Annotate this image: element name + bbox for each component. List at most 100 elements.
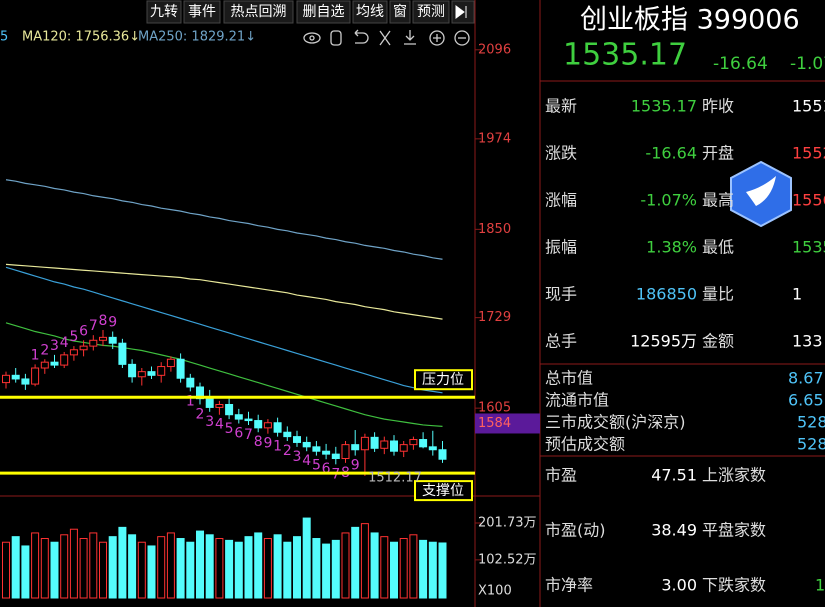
nine-turn-count: 6 — [79, 323, 88, 339]
stat-label: 市净率 — [545, 576, 593, 595]
volume-bar — [196, 530, 204, 599]
volume-unit: X100 — [478, 584, 512, 599]
y-tick-label: 2096 — [478, 42, 511, 57]
candle-body — [293, 436, 301, 443]
volume-bar — [419, 539, 428, 599]
candle-body — [254, 420, 263, 429]
volume-bar — [390, 541, 398, 599]
candle-body — [283, 431, 292, 438]
nine-turn-count: 3 — [50, 338, 59, 354]
volume-bar — [370, 532, 379, 599]
volume-bar — [409, 534, 418, 599]
nine-turn-count: 9 — [351, 458, 360, 474]
nine-turn-count: 2 — [283, 443, 292, 459]
nine-turn-count: 4 — [60, 335, 69, 351]
candle-body — [69, 349, 78, 356]
ma-label: 5 — [0, 30, 8, 45]
y-tick-label: 1605 — [478, 401, 511, 416]
stock-price: 1535.17 — [563, 38, 687, 73]
cut-icon[interactable] — [379, 30, 391, 46]
candle-body — [409, 439, 418, 446]
support-box — [414, 480, 473, 502]
market-value: 6.65 — [788, 391, 824, 410]
resistance-label: 压力位 — [422, 372, 464, 388]
stat-value: 3.00 — [661, 576, 697, 595]
app-logo[interactable] — [730, 160, 792, 228]
candle-body — [215, 404, 224, 408]
nine-turn-count: 1 — [273, 439, 282, 455]
nine-turn-count: 6 — [234, 425, 243, 441]
stat-label: 市盈(动) — [545, 521, 606, 540]
stat-value: 38.49 — [651, 521, 697, 540]
volume-bar — [380, 536, 389, 599]
volume-bar — [118, 526, 127, 599]
volume-bar — [399, 538, 408, 599]
candle-body — [322, 450, 331, 455]
y-tick-label: 1850 — [478, 222, 511, 237]
candle-body — [380, 440, 389, 449]
volume-bar — [244, 536, 253, 599]
ma-line — [5, 322, 443, 427]
candle-body — [428, 446, 437, 451]
nine-turn-count: 8 — [99, 313, 108, 329]
candle-body — [157, 366, 166, 376]
toolbar-button[interactable] — [223, 0, 294, 24]
volume-bar — [31, 532, 40, 599]
lock-icon[interactable] — [404, 30, 416, 45]
y-tick-label: 1729 — [478, 310, 511, 325]
candle-body — [390, 440, 398, 452]
toolbar-button[interactable] — [389, 0, 411, 24]
toolbar-button[interactable] — [412, 0, 450, 24]
volume-bar — [225, 539, 234, 599]
candle-body — [2, 374, 10, 384]
volume-bar — [166, 532, 175, 599]
collapse-icon — [455, 5, 467, 19]
candle-body — [99, 336, 107, 341]
volume-bar — [263, 538, 272, 599]
market-label: 预估成交额 — [545, 435, 625, 454]
market-value: 528 — [797, 435, 825, 454]
volume-bar — [40, 538, 49, 599]
hand-icon[interactable] — [330, 30, 342, 46]
quote-value: 1.38% — [646, 238, 697, 257]
stat-label: 上涨家数 — [702, 466, 766, 485]
toolbar-button[interactable] — [352, 0, 388, 24]
quote-label: 涨跌 — [545, 144, 577, 163]
ma-label: MA120: 1756.36↓ — [22, 30, 140, 45]
nine-turn-count: 2 — [40, 342, 49, 358]
toolbar-button[interactable] — [296, 0, 351, 24]
quote-value: 133 — [792, 332, 823, 351]
candle-body — [60, 354, 69, 366]
quote-label: 金额 — [702, 332, 734, 351]
nine-turn-count: 8 — [254, 434, 263, 450]
ma-line — [5, 266, 443, 394]
nine-turn-count: 4 — [215, 417, 224, 433]
quote-label: 量比 — [702, 285, 734, 304]
volume-bar — [11, 536, 20, 599]
volume-bar — [293, 536, 301, 599]
zoom-out-icon[interactable] — [454, 30, 470, 46]
volume-tick-label: 102.52万 — [478, 552, 537, 567]
toolbar-icons — [303, 29, 470, 46]
market-value: 528 — [797, 413, 825, 432]
undo-icon[interactable] — [354, 29, 369, 44]
toolbar-button[interactable] — [183, 0, 221, 24]
zoom-in-icon[interactable] — [429, 30, 445, 46]
candle-body — [205, 398, 214, 408]
nine-turn-count: 9 — [108, 315, 117, 331]
zoom-in-icon — [433, 34, 441, 42]
volume-bar — [273, 534, 282, 599]
nine-turn-count: 5 — [69, 329, 78, 345]
toolbar-button[interactable] — [146, 0, 182, 24]
candle-body — [273, 422, 282, 433]
quote-value: 12595万 — [630, 332, 697, 351]
volume-bar — [147, 545, 156, 599]
volume-bar — [205, 534, 214, 599]
volume-bar — [2, 541, 10, 599]
nine-turn-count: 9 — [263, 436, 272, 452]
nine-turn-count: 1 — [186, 393, 195, 409]
eye-icon[interactable] — [303, 32, 321, 44]
quote-value: -16.64 — [645, 144, 697, 163]
candle-body — [302, 441, 311, 448]
candle-body — [118, 342, 127, 365]
